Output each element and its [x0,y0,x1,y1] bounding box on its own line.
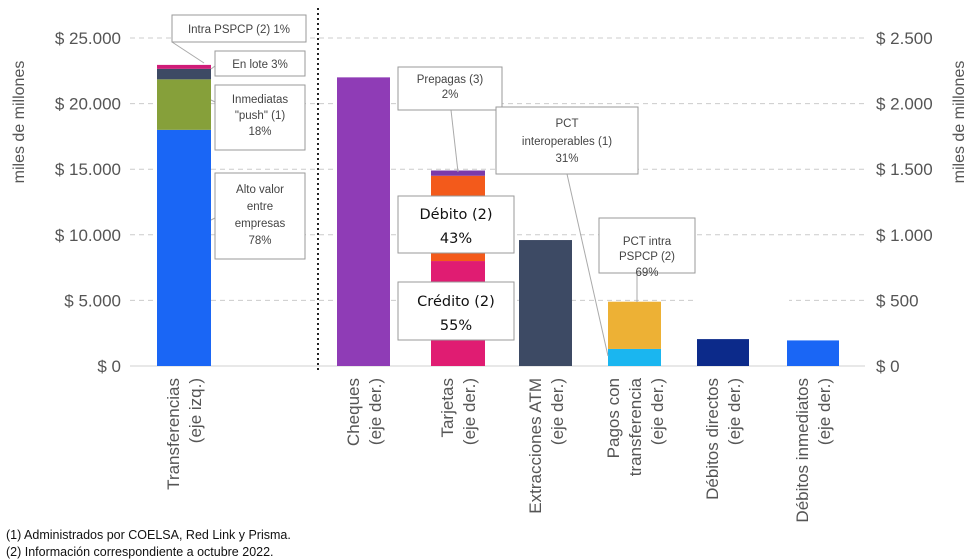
right-tick-label: $ 1.000 [876,226,933,245]
left-tick-label: $ 10.000 [55,226,121,245]
category-label-debitos_directos: Débitos directos [703,378,722,500]
category-label-debitos_inmediatos: Débitos inmediatos [793,378,812,523]
bar-segment-cheques [337,77,390,367]
annotation-pct_interop: PCT interoperables (1) 31% [495,106,639,357]
annotation-leader [171,41,205,64]
annotation-text: entre [247,201,273,213]
annotation-alto_valor: Alto valor entre empresas 78% [210,172,306,260]
bar-segment-atm [519,240,572,366]
annotation-box [214,172,306,260]
annotation-debito: Débito (2) 43% [397,195,515,254]
annotation-text: 55% [440,318,472,334]
category-label-pagos: Pagos con [604,378,623,458]
annotation-text: "push" (1) [235,110,286,122]
annotations: Intra PSPCP (2) 1% En lote 3% Inmediatas "p… [171,14,789,357]
annotation-leader [210,65,216,70]
annotation-text: empresas [235,218,286,230]
right-tick-label: $ 2.500 [876,29,933,48]
annotation-text: 2% [442,89,459,101]
annotation-credito: Crédito (2) 55% [397,281,515,341]
category-label-atm: Extracciones ATM [526,378,545,514]
left-tick-label: $ 5.000 [64,291,121,310]
right-y-axis: $ 2.500 $ 2.000 $ 1.500 $ 1.000 $ 500 $ 0 mile… [876,29,968,376]
right-tick-label: $ 1.500 [876,160,933,179]
annotation-leader [210,217,216,221]
annotation-en_lote: En lote 3% [210,50,306,77]
annotation-box [214,50,306,77]
bar-segment-transferencias [157,79,211,130]
bar-segment-pagos [608,301,661,349]
right-tick-label: $ 500 [876,291,919,310]
annotation-text: 43% [440,231,472,247]
annotation-text: Prepagas (3) [417,74,484,86]
annotation-box [397,281,515,341]
bar-segment-transferencias [157,68,211,80]
footnote-1: (1) Administrados por COELSA, Red Link y… [6,528,291,542]
left-tick-label: $ 20.000 [55,95,121,114]
mask-strip [697,297,789,305]
annotation-leader [566,173,609,357]
annotation-text: 69% [635,267,658,279]
annotation-box [397,66,503,111]
right-tick-label: $ 0 [876,357,900,376]
left-axis-title: miles de millones [11,61,28,184]
left-y-axis: $ 25.000 $ 20.000 $ 15.000 $ 10.000 $ 5.000 $… [11,29,121,376]
bar-segment-transferencias [157,129,211,366]
category-label-tarjetas: (eje der.) [460,378,479,445]
category-label-tarjetas: Tarjetas [438,378,457,438]
left-tick-label: $ 15.000 [55,160,121,179]
bar-segment-debitos_directos [697,339,749,366]
annotation-text: Débito (2) [419,207,492,223]
annotation-text: 18% [248,126,271,138]
category-label-cheques: (eje der.) [366,378,385,445]
annotation-text: PCT intra [623,236,672,248]
annotation-box [598,217,696,274]
category-label-pagos: transferencia [626,377,645,476]
annotation-text: Intra PSPCP (2) 1% [188,24,290,36]
annotation-leader [210,99,216,103]
category-label-debitos_directos: (eje der.) [725,378,744,445]
bar-segment-tarjetas [431,170,485,176]
category-label-pagos: (eje der.) [648,378,667,445]
left-tick-label: $ 25.000 [55,29,121,48]
annotation-text: Crédito (2) [417,294,495,310]
category-label-debitos_inmediatos: (eje der.) [815,378,834,445]
bar-segment-debitos_inmediatos [787,340,839,366]
annotation-box [397,195,515,254]
annotation-text: Inmediatas [232,94,289,106]
annotation-text: Alto valor [236,184,284,196]
bar-segment-pagos [608,348,661,366]
category-labels: Transferencias (eje izq.) Cheques (eje der.… [164,377,834,522]
annotation-text: PSPCP (2) [619,251,675,263]
annotation-text: 31% [555,153,578,165]
annotation-box [214,84,306,151]
annotation-intra_pspcp: Intra PSPCP (2) 1% [171,14,307,64]
category-label-transferencias: (eje izq.) [186,378,205,443]
category-label-atm: (eje der.) [548,378,567,445]
annotation-text: PCT [556,118,579,130]
left-tick-label: $ 0 [97,357,121,376]
annotation-leader [450,109,459,173]
annotation-text: En lote 3% [232,59,288,71]
category-label-cheques: Cheques [344,378,363,446]
right-tick-label: $ 2.000 [876,95,933,114]
annotation-pct_intra: PCT intra PSPCP (2) 69% [598,217,696,302]
annotation-text: interoperables (1) [522,136,612,148]
annotation-box [495,106,639,175]
footnote-2: (2) Información correspondiente a octubr… [6,545,274,559]
annotation-text: 78% [248,235,271,247]
annotation-box [171,14,307,43]
category-label-transferencias: Transferencias [164,378,183,490]
bar-segment-transferencias [157,64,211,69]
annotation-prepagas: Prepagas (3) 2% [397,66,503,173]
annotation-inmediatas: Inmediatas "push" (1) 18% [210,84,306,151]
right-axis-title: miles de millones [951,61,968,184]
